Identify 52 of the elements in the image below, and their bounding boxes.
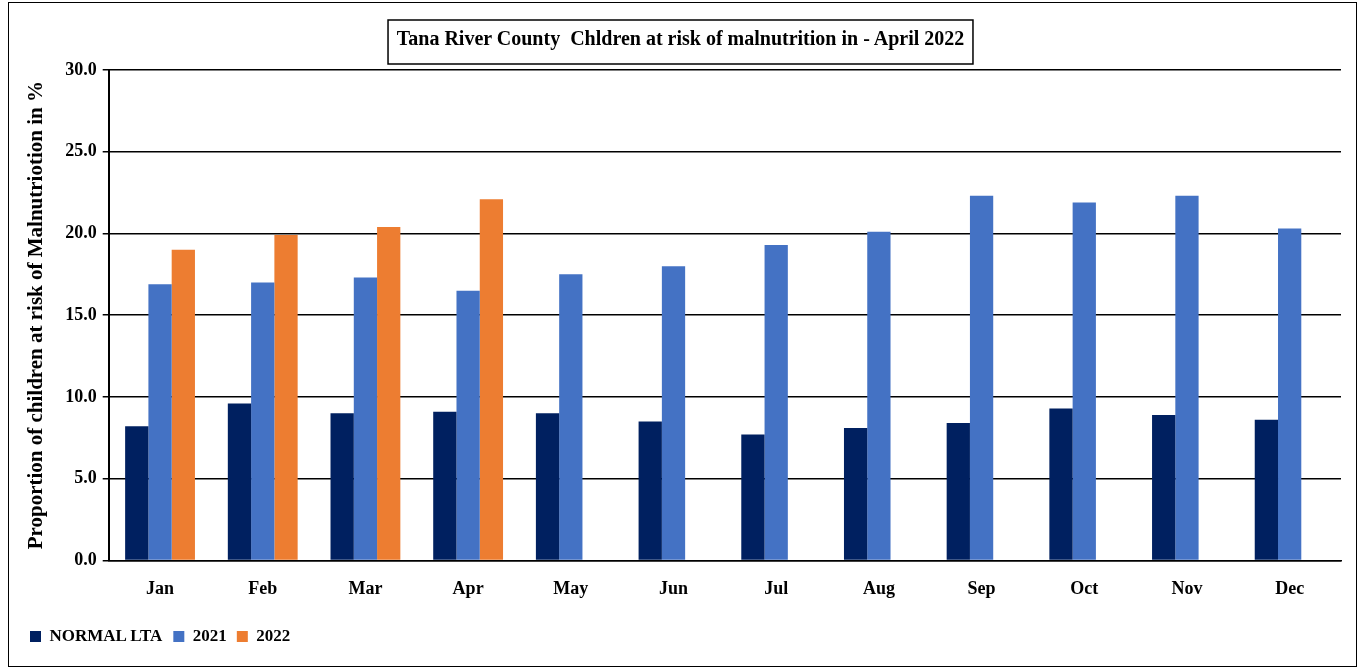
bar: [1254, 419, 1279, 560]
bar: [638, 421, 662, 560]
bar: [843, 427, 868, 560]
bar: [1278, 228, 1302, 560]
chart-title: Tana River County Chldren at risk of malnutrition in - April 2022: [396, 27, 965, 51]
x-tick-label: Jul: [764, 577, 789, 598]
bar: [148, 284, 172, 560]
bar: [171, 249, 195, 560]
bar: [330, 413, 354, 560]
y-axis-title: Proportion of children at risk of Malnutriotion in %: [23, 81, 48, 550]
legend-label: NORMAL LTA: [49, 625, 164, 645]
x-tick-label: Jan: [146, 577, 175, 598]
y-tick-label: 5.0: [74, 467, 97, 488]
x-tick-label: Mar: [348, 577, 383, 598]
bar: [764, 244, 788, 560]
bar: [479, 199, 504, 560]
y-tick-label: 10.0: [65, 385, 97, 406]
bar: [559, 274, 583, 560]
x-tick-label: Sep: [967, 577, 996, 598]
bar: [274, 235, 298, 560]
bar: [661, 266, 686, 560]
y-tick-label: 0.0: [74, 549, 97, 570]
bar: [251, 282, 275, 560]
bar: [1049, 408, 1073, 560]
y-tick-label: 15.0: [65, 303, 97, 324]
legend-label: 2021: [192, 625, 227, 645]
x-tick-label: Aug: [862, 577, 895, 598]
bar: [741, 434, 765, 560]
bar: [1072, 202, 1096, 560]
bar: [456, 290, 480, 560]
x-tick-label: Apr: [452, 577, 484, 598]
y-tick-label: 25.0: [65, 140, 97, 161]
x-tick-label: Jun: [658, 577, 689, 598]
bar: [867, 231, 891, 560]
x-tick-label: Oct: [1070, 577, 1099, 598]
y-tick-label: 30.0: [65, 58, 97, 79]
x-tick-label: Feb: [248, 577, 278, 598]
bar: [433, 411, 457, 560]
bar: [535, 413, 560, 560]
bar: [125, 426, 149, 560]
bar: [1152, 414, 1176, 560]
bar: [353, 277, 378, 560]
bar: [377, 226, 401, 560]
x-tick-label: Dec: [1275, 577, 1305, 598]
bar: [969, 195, 994, 560]
bar: [1175, 195, 1199, 560]
bar: [227, 403, 252, 560]
x-tick-label: Nov: [1171, 577, 1203, 598]
x-tick-label: May: [553, 577, 589, 598]
legend-label: 2022: [256, 625, 291, 645]
y-tick-label: 20.0: [65, 222, 97, 243]
bar: [946, 423, 970, 560]
